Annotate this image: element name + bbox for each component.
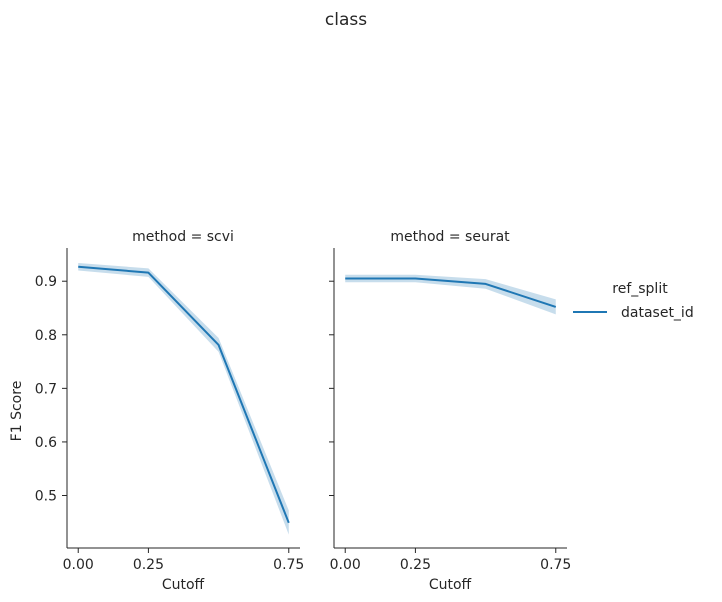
y-tick-label: 0.8 — [35, 328, 57, 344]
x-axis-label-seurat: Cutoff — [429, 577, 472, 593]
y-axis-label: F1 Score — [9, 381, 25, 442]
ci-band-scvi — [78, 263, 289, 535]
legend-label-dataset-id: dataset_id — [621, 305, 694, 321]
y-tick-label: 0.9 — [35, 274, 57, 290]
x-tick-label-scvi: 0.25 — [133, 557, 164, 573]
series-line-seurat — [345, 277, 557, 308]
y-tick-label: 0.5 — [35, 489, 57, 505]
figure-title: class — [325, 10, 367, 30]
ci-band-seurat — [345, 274, 556, 315]
x-tick-label-seurat: 0.00 — [330, 557, 361, 573]
legend: ref_split dataset_id — [573, 281, 694, 321]
y-tick-label: 0.6 — [35, 435, 57, 451]
panel-scvi: method = scvi Cutoff 0.00 0.25 0.75 0.5 0.6 0… — [35, 229, 305, 593]
x-tick-label-seurat: 0.75 — [540, 557, 571, 573]
series-line-scvi — [78, 265, 290, 524]
panel-title-scvi: method = scvi — [132, 229, 234, 245]
legend-title: ref_split — [612, 281, 668, 297]
x-axis-label-scvi: Cutoff — [162, 577, 205, 593]
y-tick-label: 0.7 — [35, 381, 57, 397]
x-tick-label-seurat: 0.25 — [400, 557, 431, 573]
panel-seurat: method = seurat Cutoff 0.00 0.25 0.75 — [329, 229, 571, 593]
x-tick-label-scvi: 0.75 — [273, 557, 304, 573]
x-tick-label-scvi: 0.00 — [63, 557, 94, 573]
panel-title-seurat: method = seurat — [390, 229, 510, 245]
